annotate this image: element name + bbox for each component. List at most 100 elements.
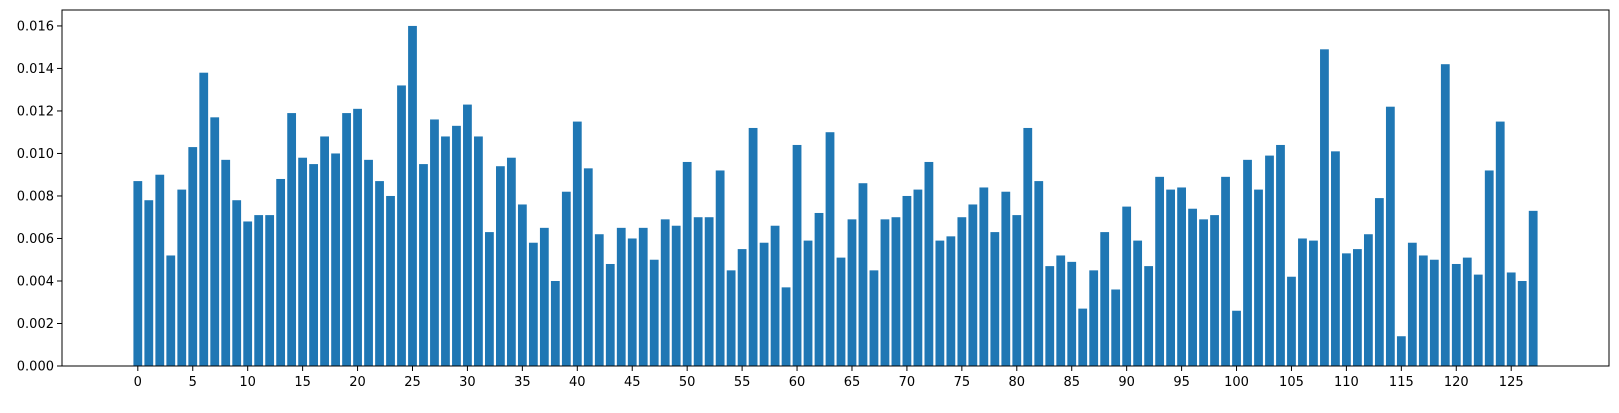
bar-31 (474, 136, 483, 366)
bar-64 (836, 257, 846, 366)
bar-92 (1144, 266, 1154, 366)
bar-44 (616, 227, 626, 366)
bar-107 (1309, 240, 1318, 366)
bar-72 (924, 161, 934, 366)
bar-60 (792, 144, 802, 366)
bar-24 (397, 85, 406, 366)
bar-73 (935, 240, 945, 366)
bar-75 (957, 217, 967, 366)
bar-122 (1473, 274, 1483, 366)
bar-105 (1287, 276, 1296, 366)
bar-57 (759, 242, 769, 366)
bar-100 (1232, 310, 1241, 366)
x-tick-label: 10 (239, 375, 256, 390)
bar-115 (1396, 336, 1406, 366)
bar-79 (1001, 191, 1011, 366)
x-tick-label: 50 (679, 375, 696, 390)
x-tick-label: 0 (134, 375, 142, 390)
bar-83 (1045, 266, 1055, 366)
bar-29 (452, 125, 461, 366)
bar-50 (682, 161, 692, 366)
x-tick-label: 30 (459, 375, 476, 390)
bar-48 (660, 219, 670, 366)
bar-123 (1484, 170, 1494, 366)
bar-80 (1012, 215, 1022, 366)
bar-61 (803, 240, 813, 366)
bar-54 (726, 270, 736, 366)
y-axis: 0.000 0.002 0.004 0.006 0.008 0.010 0.012 0.014… (17, 19, 62, 375)
bar-85 (1067, 261, 1077, 366)
bar-98 (1210, 215, 1219, 366)
bar-47 (649, 259, 659, 366)
bar-33 (496, 166, 505, 366)
y-tick-label: 0.012 (17, 104, 54, 119)
bar-69 (891, 217, 901, 366)
bar-126 (1517, 280, 1527, 366)
bar-34 (506, 157, 516, 366)
bar-106 (1298, 238, 1307, 366)
bar-4 (177, 189, 187, 366)
bar-82 (1034, 181, 1044, 366)
bar-84 (1056, 255, 1066, 366)
bar-18 (331, 153, 340, 366)
x-tick-label: 120 (1444, 375, 1469, 390)
bar-19 (342, 113, 351, 366)
bar-25 (408, 25, 417, 366)
bar-111 (1353, 249, 1362, 366)
x-tick-label: 20 (349, 375, 366, 390)
bar-74 (946, 236, 956, 366)
y-tick-label: 0.006 (17, 232, 54, 247)
bar-28 (441, 136, 450, 366)
bar-87 (1089, 270, 1099, 366)
bar-120 (1451, 263, 1461, 366)
bar-97 (1199, 219, 1208, 366)
x-tick-label: 105 (1279, 375, 1304, 390)
bar-21 (364, 159, 373, 366)
bar-11 (254, 215, 264, 366)
y-tick-label: 0.014 (17, 62, 54, 77)
x-axis: 0 5 10 15 20 25 30 35 40 45 50 55 60 65 70 75 80 85 90 95 10… (134, 366, 1524, 390)
bar-108 (1320, 49, 1329, 366)
bar-56 (748, 127, 758, 367)
bar-2 (155, 174, 165, 366)
x-tick-label: 90 (1118, 375, 1135, 390)
bar-99 (1221, 176, 1230, 366)
bar-102 (1254, 189, 1263, 366)
bar-66 (858, 183, 868, 366)
bar-71 (913, 189, 923, 366)
bar-65 (847, 219, 857, 366)
bar-114 (1385, 106, 1395, 366)
bar-51 (693, 217, 703, 366)
bar-17 (320, 136, 329, 366)
bar-110 (1342, 253, 1351, 366)
bar-42 (594, 234, 604, 366)
x-tick-label: 70 (899, 375, 916, 390)
bar-43 (605, 263, 615, 366)
bar-39 (561, 191, 571, 366)
bar-16 (309, 164, 318, 366)
x-tick-label: 15 (294, 375, 311, 390)
y-tick-label: 0.004 (17, 274, 54, 289)
bar-78 (990, 232, 1000, 366)
bar-118 (1429, 259, 1439, 366)
bar-127 (1528, 210, 1538, 366)
bar-53 (715, 170, 725, 366)
y-tick-label: 0.000 (17, 360, 54, 375)
bar-70 (902, 195, 912, 366)
bar-41 (583, 168, 593, 366)
bar-49 (671, 225, 681, 366)
x-tick-label: 5 (189, 375, 197, 390)
bar-46 (638, 227, 648, 366)
bar-27 (430, 119, 439, 367)
bar-86 (1078, 308, 1088, 366)
bar-55 (737, 249, 747, 366)
bar-10 (243, 221, 253, 366)
bar-59 (781, 287, 791, 366)
bar-14 (287, 113, 297, 366)
bar-116 (1407, 242, 1417, 366)
bar-35 (517, 204, 527, 366)
bar-121 (1462, 257, 1472, 366)
bar-125 (1506, 272, 1516, 366)
